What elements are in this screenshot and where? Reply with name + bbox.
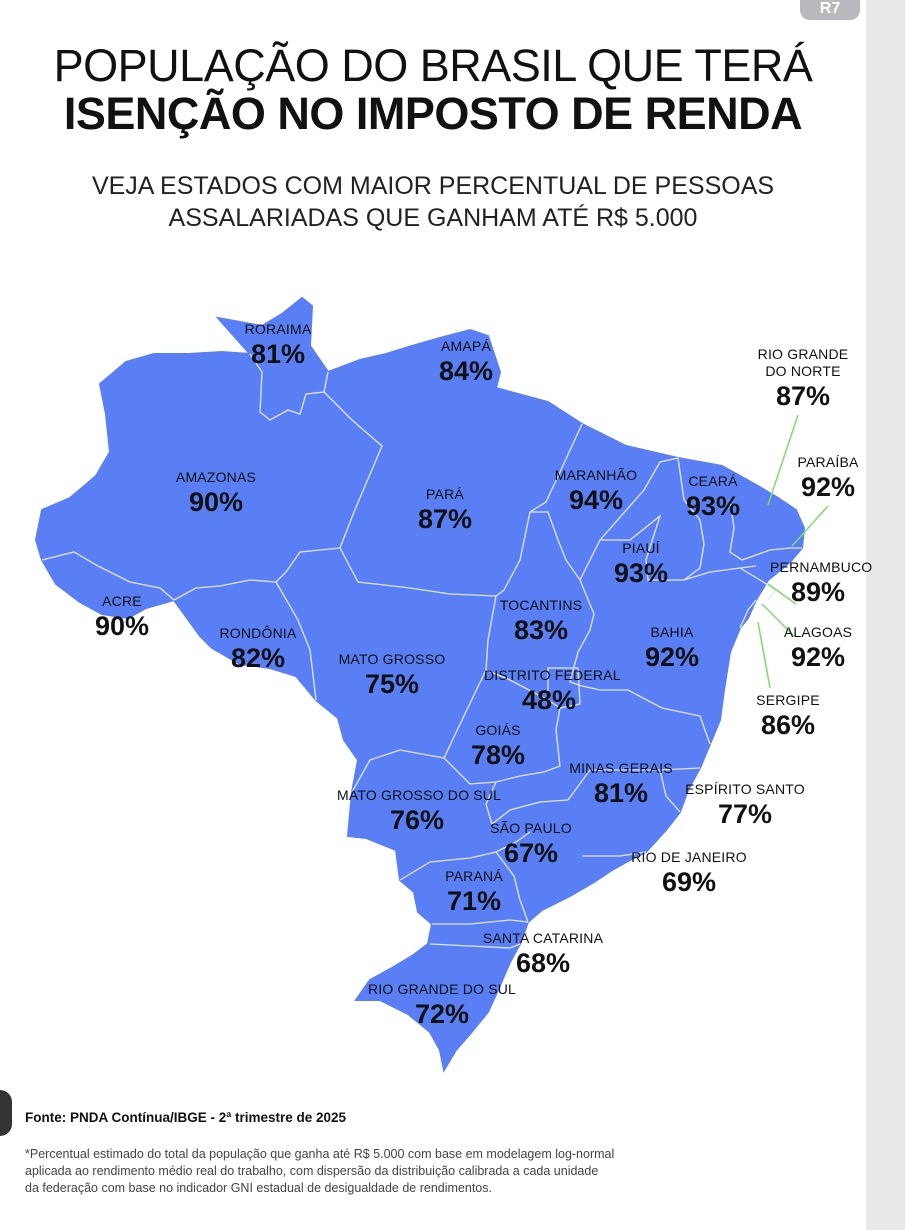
- state-label-parana: PARANÁ 71%: [429, 868, 519, 917]
- state-percent: 71%: [446, 886, 502, 916]
- state-percent: 76%: [389, 805, 445, 835]
- state-label-bahia: BAHIA 92%: [622, 624, 722, 673]
- state-name: MATO GROSSO DO SUL: [337, 787, 502, 803]
- brazil-outline: [34, 296, 806, 1073]
- state-label-ceara: CEARÁ 93%: [668, 473, 758, 522]
- state-label-alagoas: ALAGOAS 92%: [770, 624, 866, 673]
- state-percent: 87%: [775, 381, 831, 411]
- state-name: TOCANTINS: [499, 597, 583, 613]
- state-label-espirito-santo: ESPÍRITO SANTO 77%: [685, 781, 805, 830]
- state-percent: 81%: [250, 339, 306, 369]
- state-label-tocantins: TOCANTINS 83%: [491, 597, 591, 646]
- state-label-pernambuco: PERNAMBUCO 89%: [770, 559, 873, 608]
- state-name: SERGIPE: [756, 692, 820, 708]
- state-percent: 82%: [230, 643, 286, 673]
- state-label-piaui: PIAUÍ 93%: [591, 540, 691, 589]
- state-label-amapa: AMAPÁ 84%: [406, 338, 526, 387]
- state-name: PARANÁ: [445, 868, 503, 884]
- r7-logo: R7: [800, 0, 860, 20]
- state-label-rio-grande-do-sul: RIO GRANDE DO SUL 72%: [367, 981, 517, 1030]
- state-percent: 77%: [717, 799, 773, 829]
- state-label-rio-de-janeiro: RIO DE JANEIRO 69%: [629, 849, 749, 898]
- state-percent: 92%: [790, 642, 846, 672]
- state-percent: 83%: [513, 615, 569, 645]
- state-name: DISTRITO FEDERAL: [484, 667, 621, 683]
- state-percent: 90%: [188, 487, 244, 517]
- source-caption: Fonte: PNDA Contínua/IBGE - 2ª trimestre…: [25, 1110, 347, 1125]
- state-percent: 48%: [521, 685, 577, 715]
- state-label-mato-grosso-do-sul: MATO GROSSO DO SUL 76%: [337, 787, 502, 836]
- state-label-roraima: RORAIMA 81%: [218, 321, 338, 370]
- state-name: CEARÁ: [688, 473, 738, 489]
- state-percent: 84%: [438, 356, 494, 386]
- state-label-paraiba: PARAÍBA 92%: [786, 454, 870, 503]
- state-percent: 72%: [414, 999, 470, 1029]
- title-line-2: ISENÇÃO NO IMPOSTO DE RENDA: [63, 88, 803, 139]
- state-percent: 93%: [613, 558, 669, 588]
- state-name: BAHIA: [650, 624, 694, 640]
- state-label-para: PARÁ 87%: [385, 486, 505, 535]
- state-percent: 75%: [364, 669, 420, 699]
- state-name: RONDÔNIA: [219, 625, 297, 641]
- state-percent: 69%: [661, 867, 717, 897]
- state-percent: 90%: [94, 611, 150, 641]
- state-name: ESPÍRITO SANTO: [685, 781, 805, 797]
- state-name: ACRE: [102, 593, 142, 609]
- state-percent: 67%: [503, 838, 559, 868]
- state-name: AMAPÁ: [440, 338, 491, 354]
- state-label-rondonia: RONDÔNIA 82%: [208, 625, 308, 674]
- state-label-sergipe: SERGIPE 86%: [740, 692, 836, 741]
- brazil-map: [34, 296, 829, 1073]
- state-percent: 68%: [515, 948, 571, 978]
- state-label-amazonas: AMAZONAS 90%: [156, 469, 276, 518]
- state-percent: 89%: [790, 577, 846, 607]
- state-name: SÃO PAULO: [490, 820, 572, 836]
- state-percent: 78%: [470, 740, 526, 770]
- state-name: MINAS GERAIS: [569, 760, 673, 776]
- subtitle-line-1: VEJA ESTADOS COM MAIOR PERCENTUAL DE PES…: [91, 172, 775, 200]
- state-percent: 92%: [800, 472, 856, 502]
- state-percent: 92%: [644, 642, 700, 672]
- state-label-minas-gerais: MINAS GERAIS 81%: [561, 760, 681, 809]
- state-name: RIO GRANDE DO NORTE: [757, 346, 849, 379]
- state-name: GOIÁS: [475, 722, 521, 738]
- state-name: PARAÍBA: [797, 454, 859, 470]
- state-name: MATO GROSSO: [338, 651, 446, 667]
- state-percent: 87%: [417, 504, 473, 534]
- state-name: PERNAMBUCO: [770, 559, 873, 575]
- state-label-goias: GOIÁS 78%: [453, 722, 543, 771]
- state-label-santa-catarina: SANTA CATARINA 68%: [478, 930, 608, 979]
- state-name: PARÁ: [426, 486, 464, 502]
- state-name: RIO GRANDE DO SUL: [367, 981, 517, 997]
- state-label-maranhao: MARANHÃO 94%: [536, 467, 656, 516]
- state-name: MARANHÃO: [554, 467, 638, 483]
- state-percent: 86%: [760, 710, 816, 740]
- subtitle-line-2: ASSALARIADAS QUE GANHAM ATÉ R$ 5.000: [168, 204, 698, 232]
- state-name: AMAZONAS: [175, 469, 257, 485]
- state-name: PIAUÍ: [622, 540, 660, 556]
- state-label-sao-paulo: SÃO PAULO 67%: [481, 820, 581, 869]
- state-name: RORAIMA: [244, 321, 312, 337]
- state-label-distrito-federal: DISTRITO FEDERAL 48%: [484, 667, 621, 716]
- scroll-handle[interactable]: [0, 1090, 12, 1136]
- state-label-mato-grosso: MATO GROSSO 75%: [332, 651, 452, 700]
- state-label-rio-grande-do-norte: RIO GRANDE DO NORTE 87%: [748, 346, 858, 412]
- title-line-1: POPULAÇÃO DO BRASIL QUE TERÁ: [53, 40, 813, 91]
- leader-lines: [757, 414, 829, 689]
- state-percent: 93%: [685, 491, 741, 521]
- infographic-card: R7 POPULAÇÃO DO BRASIL QUE TERÁ ISENÇÃO …: [0, 0, 873, 1230]
- state-percent: 94%: [568, 485, 624, 515]
- state-percent: 81%: [593, 778, 649, 808]
- methodology-note: *Percentual estimado do total da populaç…: [25, 1147, 615, 1195]
- state-label-acre: ACRE 90%: [72, 593, 172, 642]
- state-borders: [41, 353, 802, 949]
- state-name: ALAGOAS: [783, 624, 853, 640]
- state-name: SANTA CATARINA: [482, 930, 604, 946]
- state-name: RIO DE JANEIRO: [631, 849, 747, 865]
